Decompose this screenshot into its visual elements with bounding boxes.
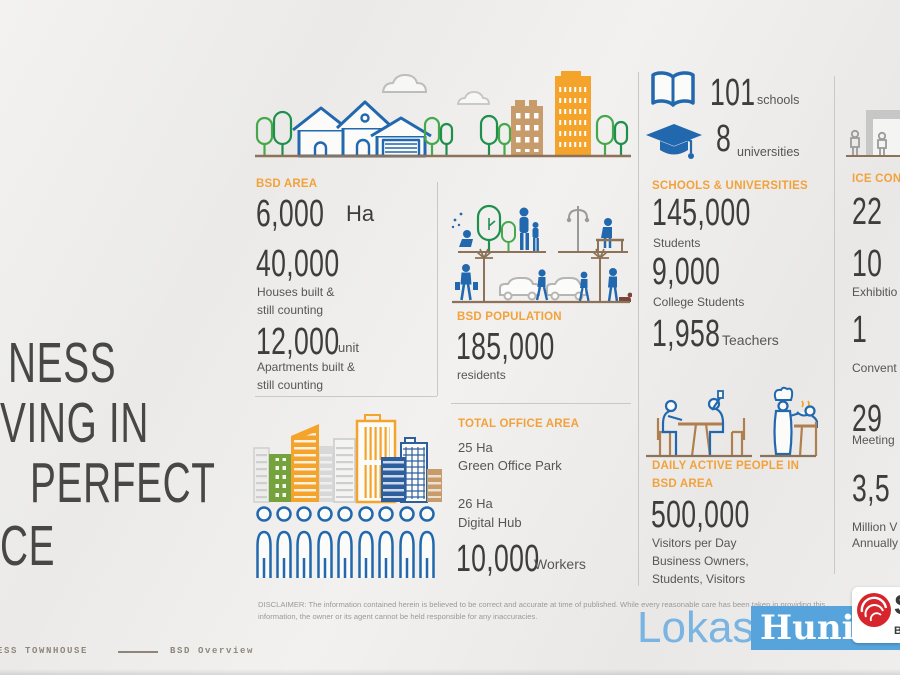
population-value: 185,000 — [456, 326, 555, 368]
daily-label-3: Students, Visitors — [652, 572, 746, 586]
footer-right-label: BSD Overview — [170, 646, 255, 656]
brand-logo: S B — [852, 587, 900, 643]
park-scene — [451, 204, 546, 253]
office-workers-value: 10,000 — [456, 538, 540, 580]
houses-icon — [292, 100, 432, 158]
ice-stat5-label-2: Annually — [852, 536, 899, 550]
book-icon — [651, 71, 695, 107]
headline-line-2: VING IN — [0, 391, 150, 455]
disclaimer-line-1: DISCLAIMER: The information contained he… — [258, 600, 826, 609]
teachers-value: 1,958 — [652, 313, 721, 355]
daily-header-line1: DAILY ACTIVE PEOPLE IN — [652, 460, 800, 472]
street-scene — [452, 248, 632, 304]
houses-label-1: Houses built & — [257, 285, 335, 299]
population-label: residents — [457, 368, 506, 382]
ice-stat3-label: Convent — [852, 361, 897, 375]
apartments-value: 12,000 — [256, 321, 340, 363]
cafe-scene — [646, 390, 752, 458]
ice-stat5-label-1: Million V — [852, 520, 898, 534]
graduation-cap-icon — [646, 124, 702, 159]
brand-letter: S — [894, 589, 900, 621]
ice-stat3-value: 1 — [852, 309, 868, 351]
office-area1-value: 25 Ha — [458, 440, 493, 455]
schools-label: schools — [757, 93, 800, 107]
apartments-label-2: still counting — [257, 378, 324, 392]
office-area2-label: Digital Hub — [458, 515, 522, 530]
bottom-edge-shadow — [0, 669, 900, 675]
brand-sub-letter: B — [894, 625, 900, 637]
footer-left-label: ESS TOWNHOUSE — [0, 646, 89, 656]
cloud-icon — [456, 91, 490, 105]
tree-icons-left — [255, 110, 293, 156]
tan-building-icon — [511, 100, 543, 156]
ice-header: ICE CON — [852, 173, 900, 185]
headline-line-4: CE — [0, 514, 56, 578]
divider-horizontal-middle — [451, 403, 631, 404]
buildings-icon — [253, 414, 442, 504]
ice-stat2-value: 10 — [852, 243, 883, 285]
universities-value: 8 — [716, 118, 732, 160]
ice-stat2-label: Exhibitio — [852, 285, 898, 299]
tree-icons-right — [595, 114, 629, 156]
schools-value: 101 — [710, 72, 756, 114]
footer-legend-line — [118, 651, 158, 653]
universities-label: universities — [737, 145, 800, 159]
office-area1-label: Green Office Park — [458, 458, 562, 473]
orange-tower-icon — [555, 71, 591, 156]
cloud-icon — [381, 73, 428, 93]
daily-label-2: Business Owners, — [652, 554, 749, 568]
disclaimer-line-2: information, the owner or its agent cann… — [258, 612, 538, 621]
neighborhood-illustration — [255, 71, 631, 158]
headline-line-1: NESS — [8, 331, 117, 395]
office-workers-label: Workers — [534, 556, 586, 572]
students-label: Students — [653, 236, 701, 250]
population-header: BSD POPULATION — [457, 311, 562, 323]
college-value: 9,000 — [652, 251, 721, 293]
crowd-icon — [256, 506, 435, 580]
divider-vertical-right — [834, 76, 835, 574]
bsd-area-unit: Ha — [346, 201, 375, 226]
divider-vertical-middle — [638, 72, 639, 586]
daily-label-1: Visitors per Day — [652, 536, 737, 550]
apartments-label-1: Apartments built & — [257, 360, 356, 374]
skyline-illustration — [253, 414, 442, 580]
daily-value: 500,000 — [651, 494, 750, 536]
ice-stat4-label: Meeting — [852, 433, 895, 447]
dining-illustration — [646, 386, 818, 458]
red-swirl-logo-icon — [857, 593, 891, 627]
daily-header-line2: BSD AREA — [652, 478, 714, 490]
apartments-unit: unit — [338, 340, 359, 355]
tree-icons-mid — [423, 114, 512, 156]
exhibition-illustration — [846, 110, 900, 157]
office-area2-value: 26 Ha — [458, 496, 493, 511]
watermark-lokasi: Lokasi — [637, 603, 765, 652]
divider-vertical-left — [437, 182, 438, 396]
ice-stat4-value: 29 — [852, 398, 883, 440]
teachers-label: Teachers — [722, 332, 779, 348]
ice-stat5-value: 3,5 — [852, 468, 891, 510]
office-header: TOTAL OFFICE AREA — [458, 418, 580, 430]
chef-scene — [760, 386, 818, 458]
college-label: College Students — [653, 295, 745, 309]
headline-line-3: PERFECT — [30, 451, 216, 515]
population-illustration — [451, 204, 632, 304]
ice-stat1-value: 22 — [852, 191, 883, 233]
bsd-area-value: 6,000 — [256, 193, 325, 235]
houses-label-2: still counting — [257, 303, 324, 317]
divider-horizontal-left — [255, 396, 437, 397]
houses-value: 40,000 — [256, 243, 340, 285]
bench-scene — [558, 206, 628, 253]
bsd-area-header: BSD AREA — [256, 178, 318, 190]
students-value: 145,000 — [652, 192, 751, 234]
schools-header: SCHOOLS & UNIVERSITIES — [652, 180, 808, 192]
